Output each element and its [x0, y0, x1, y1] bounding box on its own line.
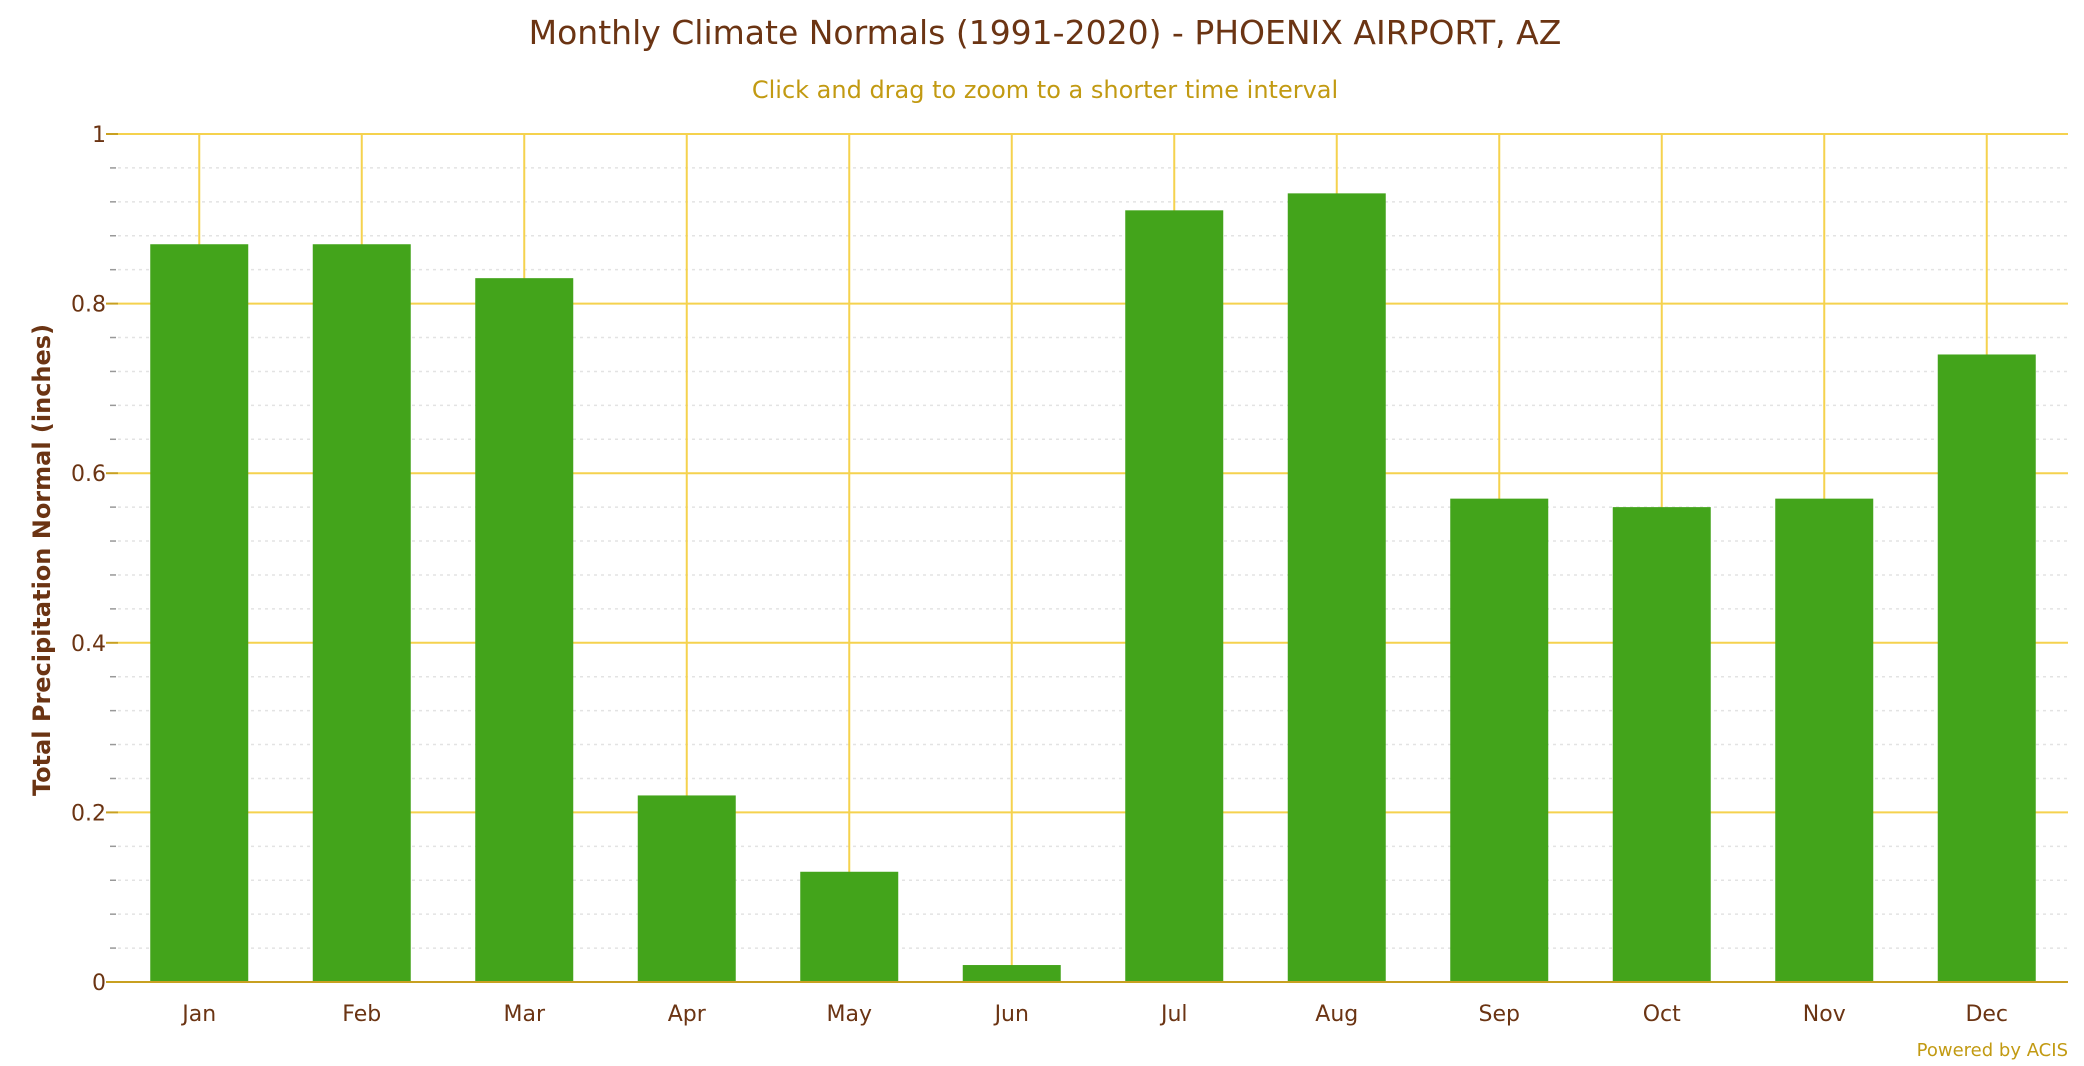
y-axis-title: Total Precipitation Normal (inches): [28, 324, 56, 796]
credits-link[interactable]: Powered by ACIS: [1917, 1040, 2068, 1061]
bar-jul[interactable]: [1125, 210, 1224, 982]
x-tick-label: May: [827, 1002, 872, 1027]
x-tick-label: Aug: [1315, 1002, 1358, 1027]
chart-title: Monthly Climate Normals (1991-2020) - PH…: [529, 13, 1562, 52]
y-tick-label: 0: [92, 971, 106, 996]
bar-dec[interactable]: [1937, 354, 2036, 983]
y-tick-label: 0.6: [71, 462, 106, 487]
y-tick-label: 0.4: [71, 632, 106, 657]
bars-layer: [150, 193, 2036, 983]
x-tick-label: Dec: [1965, 1002, 2008, 1027]
x-tick-label: Oct: [1643, 1002, 1681, 1027]
x-tick-label: Mar: [503, 1002, 545, 1027]
x-tick-label: Jan: [180, 1002, 216, 1027]
bar-apr[interactable]: [637, 795, 736, 982]
x-tick-label: Sep: [1479, 1002, 1520, 1027]
bar-aug[interactable]: [1287, 193, 1386, 983]
x-tick-label: Nov: [1803, 1002, 1846, 1027]
bar-sep[interactable]: [1450, 498, 1549, 982]
x-tick-label: Jun: [993, 1002, 1029, 1027]
y-tick-label: 0.2: [71, 801, 106, 826]
bar-mar[interactable]: [475, 278, 574, 982]
bar-jun[interactable]: [962, 965, 1061, 982]
x-tick-label: Apr: [668, 1002, 707, 1027]
bar-jan[interactable]: [150, 244, 249, 983]
x-tick-label: Jul: [1159, 1002, 1188, 1027]
y-tick-label: 1: [92, 123, 106, 148]
bar-oct[interactable]: [1612, 507, 1711, 982]
bar-feb[interactable]: [312, 244, 411, 983]
bar-nov[interactable]: [1775, 498, 1874, 982]
y-tick-label: 0.8: [71, 293, 106, 318]
bar-may[interactable]: [800, 871, 899, 982]
axis-layer: 0 0.2 0.4 0.6 0.8 1 Jan Feb Mar Apr May Jun Jul Aug Se…: [71, 123, 2068, 1027]
x-tick-label: Feb: [342, 1002, 381, 1027]
chart-subtitle: Click and drag to zoom to a shorter time…: [752, 76, 1338, 104]
